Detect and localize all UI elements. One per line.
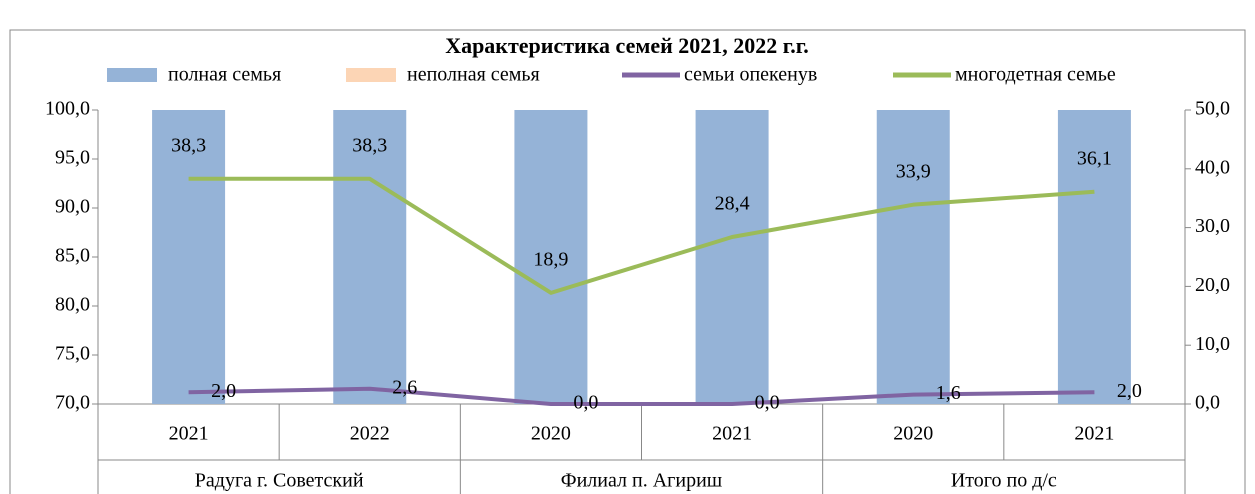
bar-segment <box>514 110 588 404</box>
y2-tick-label: 50,0 <box>1195 98 1230 120</box>
y2-tick-label: 20,0 <box>1195 274 1230 296</box>
data-label: 38,3 <box>352 134 387 156</box>
data-label: 36,1 <box>1077 147 1112 169</box>
chart-title: Характеристика семей 2021, 2022 г.г. <box>445 33 809 58</box>
y2-tick-label: 10,0 <box>1195 333 1230 355</box>
legend-swatch <box>346 68 396 82</box>
data-label: 0,0 <box>573 392 598 414</box>
data-label: 33,9 <box>896 160 931 182</box>
y-tick-label: 70,0 <box>55 392 90 414</box>
y-tick-label: 90,0 <box>55 196 90 218</box>
bar-segment <box>876 110 950 404</box>
y-tick-label: 100,0 <box>45 98 90 120</box>
data-label: 18,9 <box>533 248 568 270</box>
legend-swatch <box>107 68 157 82</box>
x-tick-label: 2021 <box>169 423 209 445</box>
data-label: 28,4 <box>715 193 750 215</box>
y-tick-label: 75,0 <box>55 343 90 365</box>
data-label: 2,0 <box>1117 380 1142 402</box>
data-label: 0,0 <box>755 392 780 414</box>
x-tick-label: 2021 <box>712 423 752 445</box>
group-label: Радуга г. Советский <box>195 470 364 492</box>
data-label: 1,6 <box>936 382 961 404</box>
x-tick-label: 2020 <box>893 423 933 445</box>
y-tick-label: 85,0 <box>55 245 90 267</box>
data-label: 38,3 <box>171 134 206 156</box>
series-line <box>188 176 1095 295</box>
bar-segment <box>695 110 769 404</box>
legend-label: семьи опекенув <box>684 64 817 86</box>
y2-tick-label: 0,0 <box>1195 392 1220 414</box>
x-tick-label: 2020 <box>531 423 571 445</box>
data-label: 2,6 <box>392 376 417 398</box>
legend-label: многодетная семье <box>955 64 1116 86</box>
bar-segment <box>1057 110 1131 404</box>
group-label: Итого по д/с <box>951 470 1057 492</box>
bar-segment <box>152 110 226 404</box>
group-label: Филиал п. Агириш <box>561 470 723 492</box>
y-tick-label: 95,0 <box>55 147 90 169</box>
x-tick-label: 2021 <box>1074 423 1114 445</box>
legend-label: полная семья <box>168 64 281 86</box>
y2-tick-label: 40,0 <box>1195 156 1230 178</box>
y2-tick-label: 30,0 <box>1195 215 1230 237</box>
legend-label: неполная семья <box>407 64 540 86</box>
bar-segment <box>333 110 407 404</box>
y-tick-label: 80,0 <box>55 294 90 316</box>
data-label: 2,0 <box>211 380 236 402</box>
x-tick-label: 2022 <box>350 423 390 445</box>
series-line <box>188 386 1095 406</box>
